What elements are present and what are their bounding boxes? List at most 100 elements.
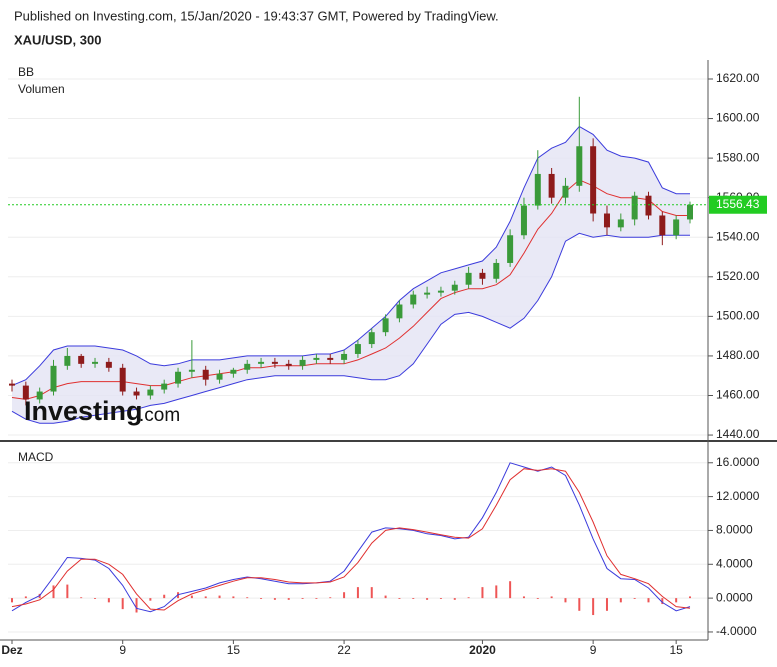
candle-body	[548, 173, 555, 198]
candle-body	[161, 383, 168, 390]
last-price-box	[709, 195, 767, 214]
plot-layer: 1440.00 1460.00 1480.00 1500.00 1520.00 1540.…	[1, 65, 767, 657]
y-tick-label: -4.0000	[716, 624, 757, 638]
histogram-bar	[384, 595, 387, 599]
candle-body	[590, 146, 597, 214]
candle-body	[258, 361, 265, 364]
histogram-bar	[619, 598, 622, 603]
histogram-bar	[633, 598, 636, 599]
candle-body	[368, 332, 375, 345]
x-tick-label: 15	[669, 643, 683, 657]
published-line: Published on Investing.com, 15/Jan/2020 …	[14, 8, 499, 23]
candle-body	[36, 391, 43, 400]
histogram-bar	[550, 596, 553, 599]
candle-body	[202, 369, 209, 380]
histogram-bar	[232, 596, 235, 599]
macd-line	[11, 468, 691, 611]
candle-body	[617, 219, 624, 228]
histogram-bar	[24, 596, 27, 599]
candle-body	[603, 213, 610, 228]
histogram-bar	[273, 598, 276, 600]
histogram-bar	[578, 598, 581, 611]
histogram-bar	[509, 581, 512, 599]
histogram-bar	[370, 587, 373, 599]
candle-body	[382, 318, 389, 333]
candle-body	[147, 389, 154, 396]
candle-body	[175, 371, 182, 384]
candle-body	[188, 369, 195, 372]
y-tick-label: 1460.00	[716, 388, 760, 402]
x-tick-label: 22	[337, 643, 351, 657]
histogram-bar	[426, 598, 429, 600]
x-tick-label: 2020	[469, 643, 496, 657]
histogram-bar	[522, 596, 525, 599]
y-tick-label: 1480.00	[716, 348, 760, 362]
x-tick-label: 9	[590, 643, 597, 657]
histogram-bar	[287, 598, 290, 600]
y-tick-label: 12.0000	[716, 489, 760, 503]
histogram-bar	[11, 598, 13, 603]
histogram-bar	[94, 598, 97, 599]
candle-body	[341, 353, 348, 360]
y-tick-label: 1540.00	[716, 229, 760, 243]
histogram-bar	[481, 587, 484, 599]
histogram-bar	[260, 598, 263, 599]
candle-body	[424, 292, 431, 295]
y-tick-label: 16.0000	[716, 455, 760, 469]
candle-body	[216, 373, 223, 380]
candle-body	[299, 359, 306, 366]
legend-label: BB	[18, 65, 34, 79]
y-tick-label: 1500.00	[716, 309, 760, 323]
histogram-bar	[246, 597, 249, 599]
candle-body	[78, 355, 85, 364]
histogram-bar	[204, 596, 207, 599]
candle-body	[354, 344, 361, 354]
histogram-bar	[564, 598, 567, 603]
watermark-brand: Investing	[24, 396, 143, 426]
histogram-bar	[661, 598, 664, 605]
histogram-bar	[80, 597, 83, 599]
candle-body	[437, 290, 444, 293]
candle-body	[673, 219, 680, 236]
candle-body	[22, 385, 29, 400]
histogram-bar	[66, 584, 69, 599]
candle-body	[410, 294, 417, 305]
y-tick-label: 1440.00	[716, 427, 760, 441]
histogram-bar	[398, 598, 401, 599]
y-tick-label: 0.0000	[716, 590, 753, 604]
candle-body	[327, 357, 334, 360]
y-tick-label: 1600.00	[716, 111, 760, 125]
last-price-label: 1556.43	[716, 197, 760, 211]
candle-body	[9, 383, 15, 386]
candle-body	[645, 195, 652, 216]
candle-body	[493, 262, 500, 279]
macd-line	[11, 462, 691, 613]
histogram-bar	[536, 598, 539, 599]
candle-body	[687, 204, 693, 220]
histogram-bar	[647, 598, 650, 603]
histogram-bar	[121, 598, 124, 610]
band-lower	[11, 232, 690, 424]
candle-body	[396, 304, 403, 319]
histogram-bar	[592, 598, 595, 616]
y-tick-label: 8.0000	[716, 523, 753, 537]
histogram-bar	[329, 597, 332, 599]
candle-body	[631, 195, 638, 220]
band-fill	[12, 126, 690, 424]
histogram-bar	[495, 585, 498, 599]
histogram-bar	[135, 598, 138, 613]
candle-body	[562, 185, 569, 198]
candle-body	[230, 369, 237, 374]
candle-body	[451, 284, 458, 291]
y-tick-label: 1580.00	[716, 150, 760, 164]
legend-label: MACD	[18, 450, 54, 464]
candle-body	[64, 355, 71, 366]
histogram-bar	[439, 598, 442, 599]
histogram-bar	[412, 598, 415, 599]
x-tick-label: 15	[227, 643, 241, 657]
y-tick-label: 1620.00	[716, 71, 760, 85]
histogram-bar	[689, 596, 691, 599]
legend-label: Volumen	[18, 82, 65, 96]
histogram-bar	[190, 595, 193, 599]
